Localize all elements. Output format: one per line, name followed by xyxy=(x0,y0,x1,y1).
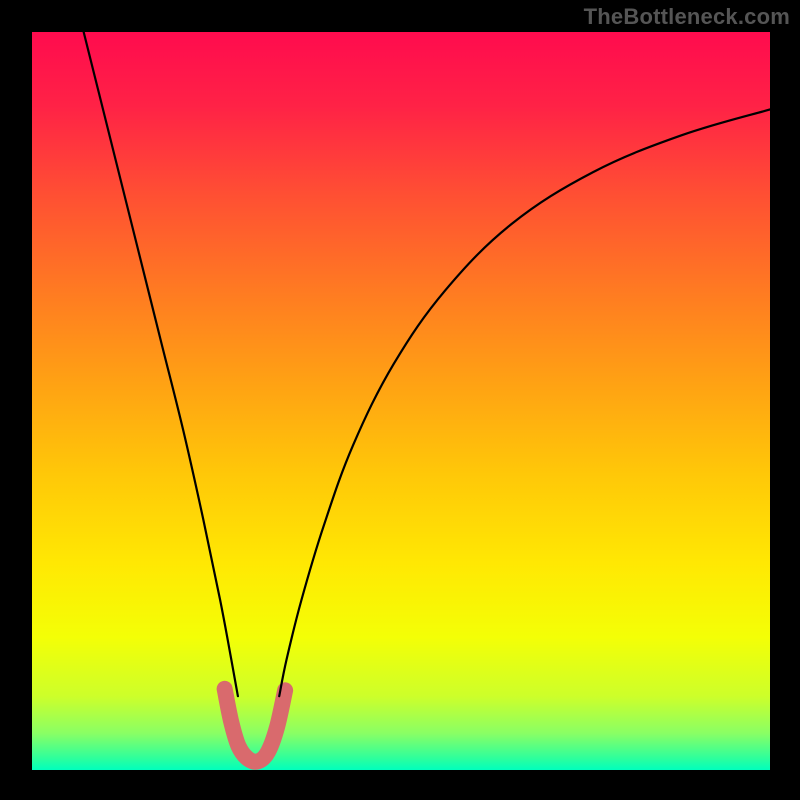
curve-left-branch xyxy=(84,32,238,696)
highlight-u-segment xyxy=(225,689,286,762)
curve-layer xyxy=(32,32,770,770)
curve-right-branch xyxy=(279,109,770,696)
watermark-text: TheBottleneck.com xyxy=(584,4,790,30)
plot-area xyxy=(32,32,770,770)
chart-frame: TheBottleneck.com xyxy=(0,0,800,800)
